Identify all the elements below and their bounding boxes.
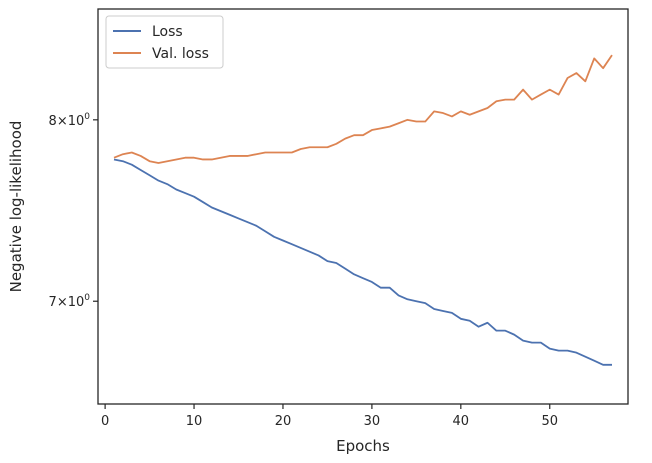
x-tick-label: 30 [364,414,381,429]
x-tick-label: 20 [275,414,292,429]
x-tick-label: 40 [453,414,470,429]
series-line-0 [113,158,612,366]
y-tick-label: 8×100 [49,112,91,129]
series-line-1 [113,54,613,164]
legend-label-loss: Loss [152,24,183,40]
x-tick-label: 0 [101,414,109,429]
x-axis-label: Epochs [336,437,390,455]
y-tick-label: 7×100 [49,293,91,310]
legend-label-val-loss: Val. loss [152,46,209,62]
x-tick-label: 10 [186,414,203,429]
legend-box [105,15,224,69]
y-axis-label: Negative log-likelihood [7,121,25,293]
legend: Loss Val. loss [105,15,224,69]
series-lines [113,54,613,366]
y-axis-ticks: 7×100 8×100 [49,112,98,310]
x-axis-ticks: 0 10 20 30 40 50 [101,404,558,429]
x-tick-label: 50 [541,414,558,429]
plot-frame [97,8,629,405]
